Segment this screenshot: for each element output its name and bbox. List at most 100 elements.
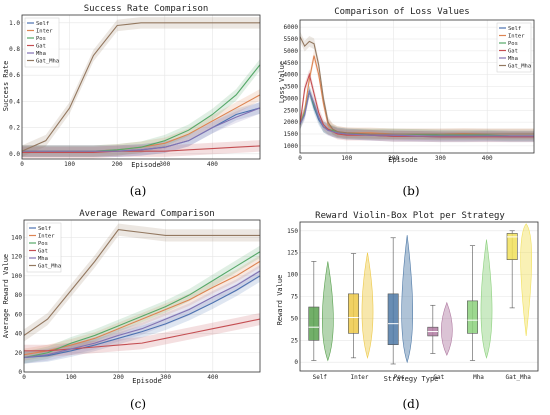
- x-tick-label: Gat_Mha: [506, 374, 532, 381]
- x-tick-label: 0: [20, 161, 24, 168]
- x-tick-label: 100: [64, 161, 75, 168]
- legend-box: [24, 17, 60, 68]
- series-line-self: [23, 275, 261, 359]
- series-line-gat_mha: [23, 229, 260, 336]
- series-line-gat: [22, 145, 261, 154]
- legend-label: Gat: [38, 249, 48, 255]
- violin-self: [322, 261, 334, 362]
- series-line-mha: [22, 107, 261, 152]
- legend-box: [496, 22, 532, 73]
- plot-border: [299, 221, 539, 372]
- x-tick-label: 200: [388, 155, 399, 162]
- y-tick-label: 4500: [284, 60, 299, 67]
- x-axis-label: Episode: [132, 377, 162, 385]
- y-tick-label: 0.0: [9, 151, 20, 158]
- y-tick-label: 4000: [284, 72, 299, 79]
- panel-loss-values: Comparison of Loss Values Episode Loss V…: [278, 7, 535, 198]
- confidence-band: [24, 245, 260, 364]
- x-tick-label: 100: [341, 155, 352, 162]
- legend-label: Inter: [38, 234, 55, 240]
- y-tick-label: 150: [287, 228, 298, 235]
- legend-label: Gat_Mha: [508, 64, 531, 70]
- y-tick-label: 3000: [284, 95, 299, 102]
- chart-title: Comparison of Loss Values: [334, 7, 469, 17]
- caption-d: (d): [402, 397, 419, 411]
- y-tick-label: 0: [18, 369, 22, 376]
- y-axis-label: Loss Value: [278, 61, 286, 103]
- y-axis-label: Average Reward Value: [2, 254, 10, 338]
- y-tick-label: 60: [15, 311, 23, 318]
- y-tick-label: 1000: [284, 143, 299, 150]
- box-pos: [387, 293, 399, 346]
- y-tick-label: 40: [15, 331, 23, 338]
- caption-c: (c): [130, 397, 146, 411]
- y-tick-label: 50: [291, 315, 299, 322]
- x-tick-label: 200: [112, 161, 123, 168]
- y-tick-label: 125: [287, 250, 298, 257]
- y-tick-label: 2500: [284, 107, 299, 114]
- caption-b: (b): [402, 184, 419, 198]
- series-line-gat_mha: [21, 22, 260, 152]
- confidence-band: [22, 89, 260, 157]
- series-line-mha: [299, 89, 534, 137]
- x-tick-label: Mha: [473, 374, 484, 381]
- violin-gat: [440, 301, 453, 356]
- legend-label: Gat: [508, 49, 518, 55]
- y-tick-label: 25: [291, 337, 299, 344]
- caption-a: (a): [130, 184, 147, 198]
- y-tick-label: 0: [294, 359, 298, 366]
- legend-label: Pos: [508, 41, 518, 47]
- confidence-band: [22, 58, 260, 157]
- y-tick-label: 2000: [284, 119, 299, 126]
- x-tick-label: Pos: [394, 374, 405, 381]
- y-tick-label: 100: [11, 273, 22, 280]
- series-line-pos: [23, 251, 261, 359]
- x-tick-label: Self: [313, 374, 328, 381]
- violin-mha: [480, 239, 493, 359]
- legend-label: Mha: [36, 51, 46, 57]
- legend-label: Mha: [38, 256, 48, 262]
- legend-label: Mha: [508, 56, 518, 62]
- series-line-inter: [23, 260, 261, 356]
- y-axis-label: Reward Value: [276, 275, 284, 326]
- confidence-band: [300, 69, 534, 143]
- y-tick-label: 120: [11, 254, 22, 261]
- legend-label: Pos: [38, 241, 48, 247]
- x-tick-label: 400: [207, 374, 218, 381]
- x-tick-label: Inter: [350, 374, 368, 381]
- x-axis-label: Strategy Type: [384, 375, 439, 383]
- x-tick-label: 300: [435, 155, 446, 162]
- panel-average-reward: Average Reward Comparison Episode Averag…: [2, 209, 261, 411]
- plot-area: [22, 15, 260, 159]
- x-tick-label: 200: [113, 374, 124, 381]
- legend-box: [26, 222, 62, 273]
- legend-label: Inter: [508, 34, 525, 40]
- y-tick-label: 75: [291, 294, 299, 301]
- y-tick-label: 20: [15, 350, 23, 357]
- x-tick-label: 300: [160, 374, 171, 381]
- legend-label: Self: [508, 26, 521, 32]
- y-tick-label: 6000: [284, 24, 299, 31]
- legend-label: Self: [36, 21, 49, 27]
- x-axis-label: Episode: [131, 161, 161, 169]
- x-tick-label: 0: [22, 374, 26, 381]
- y-tick-label: 3500: [284, 84, 299, 91]
- series-line-mha: [23, 270, 261, 359]
- legend-label: Inter: [36, 29, 53, 35]
- series-line-gat_mha: [299, 36, 534, 135]
- y-tick-label: 140: [11, 234, 22, 241]
- legend-label: Gat_Mha: [36, 59, 59, 65]
- box-inter: [348, 293, 359, 334]
- y-tick-label: 0.4: [9, 98, 20, 105]
- box-self: [308, 306, 320, 341]
- legend-label: Self: [38, 226, 51, 232]
- plot-border: [23, 219, 261, 373]
- violin-inter: [361, 252, 374, 359]
- y-tick-label: 0.2: [9, 125, 20, 132]
- y-tick-label: 5000: [284, 48, 299, 55]
- box-mha: [467, 300, 478, 334]
